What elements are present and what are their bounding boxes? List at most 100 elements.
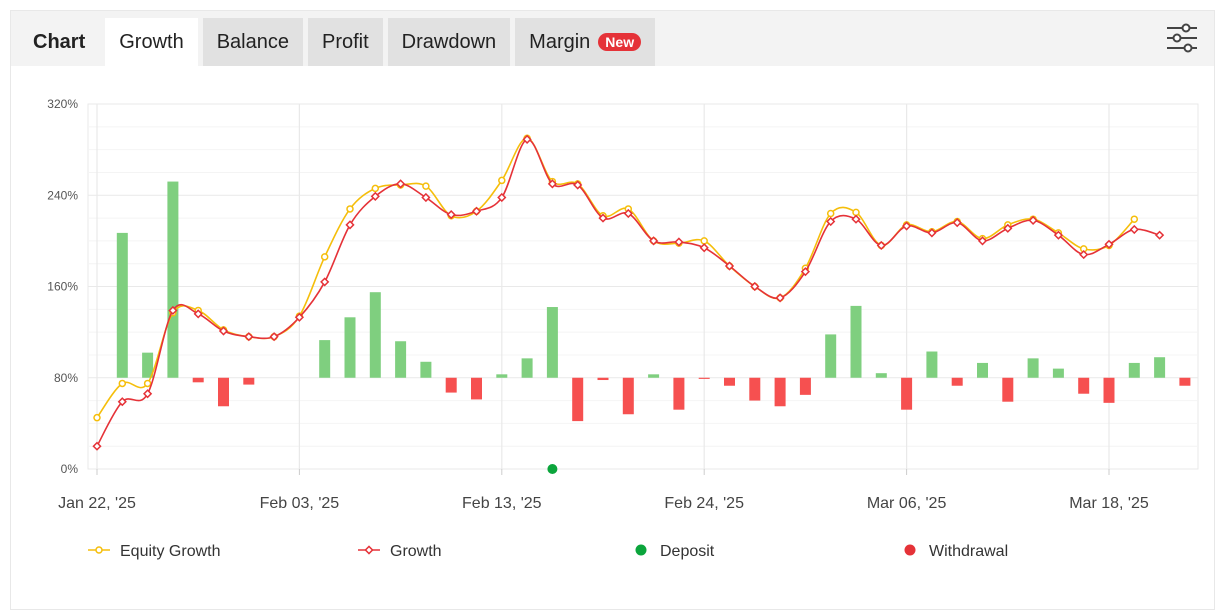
equity-growth-point xyxy=(371,184,380,193)
bar-positive xyxy=(1052,368,1064,378)
equity-growth-point xyxy=(1130,215,1139,223)
tab-list: Chart Growth Balance Profit Drawdown Mar… xyxy=(11,18,660,66)
tab-profit-label: Profit xyxy=(321,30,369,53)
growth-point xyxy=(522,134,532,144)
bar-negative xyxy=(192,377,204,383)
legend-marker xyxy=(635,544,647,556)
legend-marker xyxy=(904,544,916,556)
legend-item-deposit[interactable]: Deposit xyxy=(635,543,715,560)
equity-growth-point xyxy=(498,176,506,185)
bar-positive xyxy=(369,292,381,378)
growth-point xyxy=(1053,230,1063,240)
sliders-icon[interactable] xyxy=(1166,23,1198,53)
growth-point xyxy=(952,218,962,228)
growth-point xyxy=(117,397,127,407)
tab-balance[interactable]: Balance xyxy=(202,18,303,66)
growth-point xyxy=(927,228,937,238)
equity-growth-point xyxy=(118,379,127,388)
tab-drawdown-label: Drawdown xyxy=(401,30,497,53)
bar-negative xyxy=(774,377,786,407)
bar-positive xyxy=(875,373,887,378)
growth-point xyxy=(1079,249,1089,260)
growth-point xyxy=(775,293,785,303)
minor-gridlines xyxy=(88,126,1198,447)
growth-point xyxy=(902,221,912,231)
bar-positive xyxy=(926,351,938,378)
tab-growth[interactable]: Growth xyxy=(105,18,198,66)
bar-positive xyxy=(1027,358,1039,378)
bar-negative xyxy=(243,377,255,385)
bar-negative xyxy=(1179,377,1191,386)
bar-negative xyxy=(218,377,229,407)
bar-positive xyxy=(1154,357,1166,378)
bar-negative xyxy=(572,377,584,422)
growth-point xyxy=(547,179,557,189)
y-tick-label: 80% xyxy=(54,371,78,385)
equity-growth-point xyxy=(346,205,354,213)
growth-point xyxy=(573,180,583,190)
growth-point xyxy=(193,309,203,319)
x-tick-label: Mar 06, '25 xyxy=(867,495,947,512)
legend-item-equity[interactable]: Equity Growth xyxy=(88,543,220,560)
new-badge: New xyxy=(598,33,642,51)
legend-item-withdrawal[interactable]: Withdrawal xyxy=(904,543,1009,560)
equity-growth-point xyxy=(143,379,152,388)
growth-point xyxy=(143,389,153,399)
growth-point xyxy=(699,243,709,253)
bar-negative xyxy=(698,377,710,379)
x-tick-label: Mar 18, '25 xyxy=(1069,495,1149,512)
growth-point xyxy=(1129,224,1139,235)
y-tick-label: 240% xyxy=(47,188,78,202)
x-tick-label: Jan 22, '25 xyxy=(58,495,136,512)
tab-margin[interactable]: Margin New xyxy=(515,18,656,66)
bar-positive xyxy=(319,340,331,378)
bar-positive xyxy=(850,305,862,378)
y-tick-label: 0% xyxy=(61,462,79,476)
bar-positive xyxy=(344,317,356,378)
growth-point xyxy=(876,240,886,251)
bar-positive xyxy=(142,352,154,378)
legend-marker xyxy=(364,545,374,555)
growth-point xyxy=(370,191,380,201)
tab-profit[interactable]: Profit xyxy=(307,18,383,66)
equity-growth-point xyxy=(93,413,101,422)
growth-point xyxy=(421,192,431,203)
bar-positive xyxy=(977,362,988,378)
bar-negative xyxy=(724,377,735,386)
growth-point xyxy=(851,214,861,224)
growth-point xyxy=(598,213,608,223)
growth-point xyxy=(1155,230,1165,240)
growth-point xyxy=(497,192,507,203)
growth-point xyxy=(649,236,659,246)
bar-negative xyxy=(799,377,811,395)
growth-point xyxy=(446,210,456,220)
growth-point xyxy=(977,236,988,246)
growth-point xyxy=(218,326,229,336)
tab-bar: Chart Growth Balance Profit Drawdown Mar… xyxy=(11,11,1214,66)
equity-growth-point xyxy=(700,237,708,245)
y-axis: 0% 80% 160% 240% 320% xyxy=(47,97,1198,476)
bar-positive xyxy=(825,334,837,378)
equity-growth-point xyxy=(320,253,329,261)
legend-item-growth[interactable]: Growth xyxy=(358,543,442,560)
growth-series xyxy=(92,134,1165,451)
y-tick-label: 320% xyxy=(47,97,78,111)
legend: Equity Growth Growth Deposit Withdrawal xyxy=(88,543,1008,560)
equity-growth-point xyxy=(422,182,430,190)
bar-positive xyxy=(648,374,660,378)
bar-positive xyxy=(116,232,128,378)
bar-negative xyxy=(1103,377,1115,403)
deposit-series xyxy=(547,464,558,474)
tab-drawdown[interactable]: Drawdown xyxy=(387,18,511,66)
growth-point xyxy=(320,277,330,287)
bar-positive xyxy=(546,307,558,378)
growth-point xyxy=(1028,215,1038,225)
growth-point xyxy=(750,281,760,292)
chart-section-label: Chart xyxy=(33,30,86,53)
tab-margin-label: Margin xyxy=(529,30,591,53)
legend-marker xyxy=(95,546,103,554)
growth-point xyxy=(800,267,810,277)
equity-growth-point xyxy=(852,208,860,217)
legend-label: Equity Growth xyxy=(120,543,220,560)
